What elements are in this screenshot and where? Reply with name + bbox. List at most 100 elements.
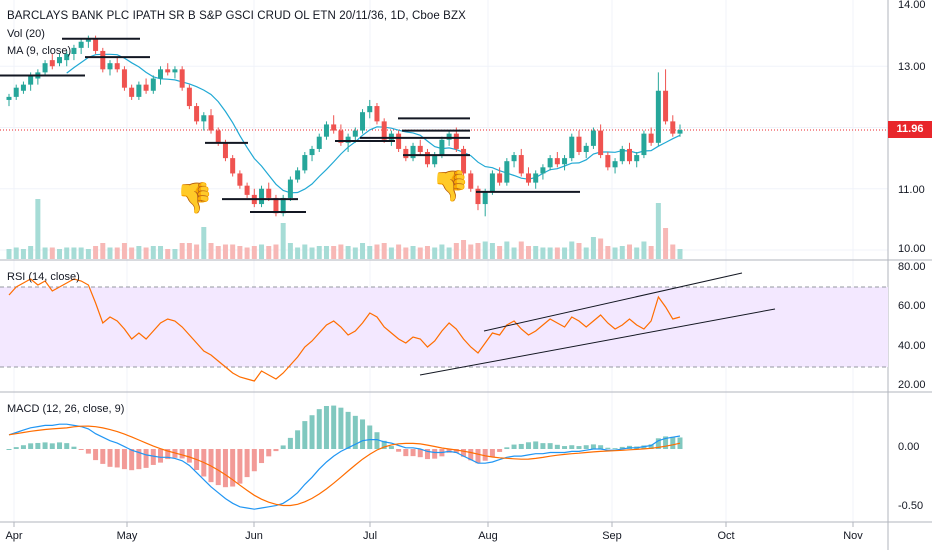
volume-bar: [583, 247, 589, 259]
price-tick-label: 13.00: [898, 61, 926, 73]
volume-bar: [547, 247, 553, 259]
candle-body: [107, 63, 113, 70]
x-tick-label: Aug: [478, 530, 498, 542]
macd-histogram-bar: [367, 425, 373, 449]
macd-histogram-bar: [280, 445, 286, 449]
volume-bar: [273, 244, 279, 259]
volume-bar: [504, 241, 510, 259]
macd-histogram-bar: [533, 441, 539, 449]
candle-body: [576, 136, 582, 152]
candle-body: [461, 148, 467, 174]
macd-histogram-bar: [20, 445, 26, 449]
volume-bar: [259, 244, 265, 259]
macd-histogram-bar: [136, 449, 142, 470]
volume-bar: [237, 246, 243, 259]
volume-bar: [230, 244, 236, 259]
candle-body: [511, 155, 517, 162]
candle-body: [158, 69, 164, 79]
volume-bar: [165, 249, 171, 259]
candle-body: [417, 145, 423, 152]
volume-bar: [208, 243, 214, 259]
volume-bar: [295, 247, 301, 259]
volume-bar: [562, 247, 568, 259]
candle-body: [598, 130, 604, 156]
candle-body: [360, 112, 366, 131]
macd-histogram-bar: [518, 443, 524, 449]
macd-histogram-bar: [410, 449, 416, 457]
rsi-legend: RSI (14, close): [7, 271, 80, 283]
candle-body: [374, 106, 380, 122]
macd-histogram-bar: [57, 442, 63, 449]
macd-histogram-bar: [576, 446, 582, 449]
candle-body: [453, 133, 459, 149]
volume-bar: [287, 243, 293, 259]
rsi-tick-label: 40.00: [898, 340, 926, 352]
macd-histogram-bar: [251, 449, 257, 472]
volume-bar: [489, 243, 495, 259]
rsi-upper-trendline: [483, 272, 743, 332]
volume-bar: [100, 243, 106, 259]
macd-histogram-bar: [129, 449, 135, 471]
macd-histogram-bar: [222, 449, 228, 488]
volume-bar: [78, 247, 84, 259]
macd-histogram-bar: [165, 449, 171, 460]
macd-histogram-bar: [244, 449, 250, 478]
candle-body: [42, 63, 48, 73]
macd-histogram-bar: [143, 449, 149, 468]
volume-bar: [540, 247, 546, 259]
price-tick-label: 10.00: [898, 243, 926, 255]
volume-bar: [598, 238, 604, 259]
macd-histogram-bar: [525, 442, 531, 449]
macd-histogram-bar: [85, 449, 91, 454]
volume-bar: [497, 246, 503, 259]
volume-bar: [590, 237, 596, 259]
macd-histogram-bar: [352, 415, 358, 449]
candle-body: [475, 188, 481, 205]
macd-histogram-bar: [13, 447, 19, 449]
macd-histogram-bar: [461, 449, 467, 457]
macd-histogram-bar: [403, 449, 409, 457]
macd-histogram-bar: [475, 449, 481, 464]
volume-bar: [670, 244, 676, 259]
macd-line: [8, 423, 681, 510]
candle-body: [367, 106, 373, 113]
candle-body: [547, 158, 553, 168]
volume-bar: [64, 247, 70, 259]
macd-histogram-bar: [71, 446, 77, 449]
volume-bar: [266, 246, 272, 259]
volume-bar: [518, 241, 524, 259]
macd-histogram-bar: [396, 449, 402, 452]
candle-body: [345, 136, 351, 143]
candle-body: [186, 87, 192, 107]
macd-histogram-bar: [468, 449, 474, 461]
macd-histogram-bar: [28, 443, 34, 449]
volume-bar: [388, 247, 394, 259]
volume-bar: [323, 246, 329, 259]
candle-body: [49, 60, 55, 67]
volume-bar: [453, 243, 459, 259]
x-tick-label: Jun: [245, 530, 263, 542]
chart-title: BARCLAYS BANK PLC IPATH SR B S&P GSCI CR…: [7, 10, 466, 22]
volume-bar: [201, 227, 207, 259]
rsi-band: [0, 287, 888, 367]
candle-body: [64, 54, 70, 61]
volume-bar: [57, 249, 63, 259]
volume-bar: [93, 246, 99, 259]
candle-body: [78, 41, 84, 48]
macd-tick-label: 0.00: [898, 441, 920, 453]
volume-bar: [439, 244, 445, 259]
macd-histogram-bar: [374, 432, 380, 449]
volume-bar: [525, 246, 531, 259]
moving-average-line: [66, 53, 681, 194]
macd-histogram-bar: [547, 443, 553, 449]
macd-histogram-bar: [619, 446, 625, 449]
macd-histogram-bar: [78, 449, 84, 450]
volume-bar: [13, 247, 19, 259]
candle-body: [6, 96, 12, 100]
macd-histogram-bar: [323, 405, 329, 449]
candle-body: [432, 155, 438, 165]
candle-body: [533, 173, 539, 183]
macd-histogram-bar: [287, 437, 293, 449]
volume-bar: [475, 243, 481, 259]
